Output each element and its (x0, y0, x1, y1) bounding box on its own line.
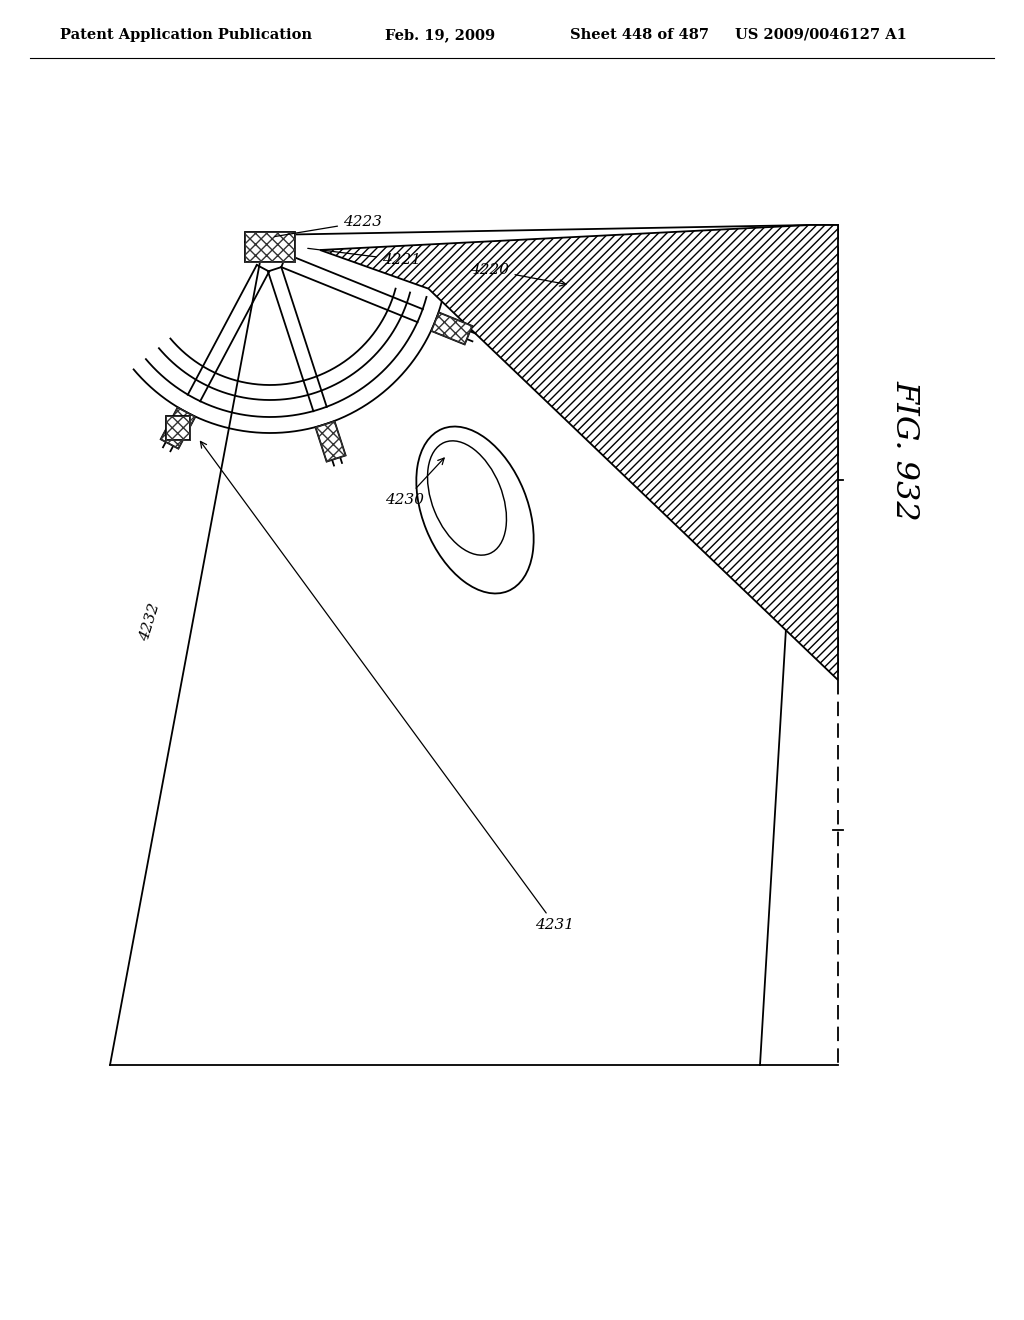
Text: FIG. 932: FIG. 932 (890, 380, 921, 520)
Polygon shape (319, 224, 838, 680)
Bar (245, 232, 295, 261)
Text: 4230: 4230 (385, 458, 444, 507)
Text: 4223: 4223 (274, 215, 382, 236)
Bar (166, 416, 190, 440)
Text: 4232: 4232 (138, 602, 163, 643)
Text: Feb. 19, 2009: Feb. 19, 2009 (385, 28, 496, 42)
Text: Sheet 448 of 487: Sheet 448 of 487 (570, 28, 709, 42)
Polygon shape (161, 408, 196, 449)
Text: US 2009/0046127 A1: US 2009/0046127 A1 (735, 28, 907, 42)
Text: 4221: 4221 (308, 248, 421, 267)
Text: Patent Application Publication: Patent Application Publication (60, 28, 312, 42)
Polygon shape (431, 313, 472, 345)
Bar (166, 416, 190, 440)
Text: 4231: 4231 (201, 441, 574, 932)
Ellipse shape (417, 426, 534, 594)
Text: 4220: 4220 (470, 263, 566, 286)
Polygon shape (315, 421, 346, 462)
Bar (245, 232, 295, 261)
